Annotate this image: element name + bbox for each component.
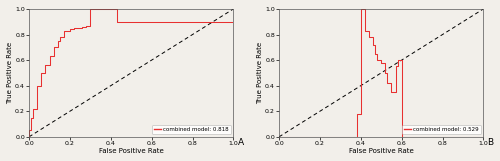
X-axis label: False Positive Rate: False Positive Rate	[99, 148, 164, 154]
Legend: combined model: 0.529: combined model: 0.529	[402, 125, 480, 134]
Text: B: B	[488, 138, 494, 147]
Text: A: A	[238, 138, 244, 147]
X-axis label: False Positive Rate: False Positive Rate	[349, 148, 414, 154]
Y-axis label: True Positive Rate: True Positive Rate	[257, 42, 263, 104]
Legend: combined model: 0.818: combined model: 0.818	[152, 125, 230, 134]
Y-axis label: True Positive Rate: True Positive Rate	[7, 42, 13, 104]
